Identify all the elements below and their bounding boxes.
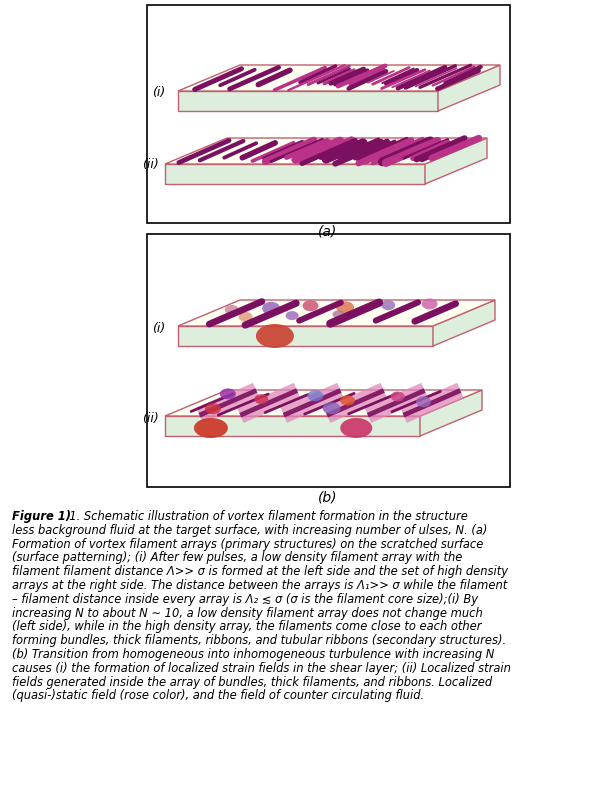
Ellipse shape (262, 302, 280, 315)
Ellipse shape (340, 418, 372, 438)
Text: forming bundles, thick filaments, ribbons, and tubular ribbons (secondary struct: forming bundles, thick filaments, ribbon… (12, 634, 506, 647)
Polygon shape (165, 416, 420, 436)
Polygon shape (438, 65, 500, 111)
Text: filament filament distance Λ>> σ is formed at the left side and the set of high : filament filament distance Λ>> σ is form… (12, 565, 508, 578)
Ellipse shape (285, 311, 298, 320)
Ellipse shape (336, 301, 354, 313)
Text: Formation of vortex filament arrays (primary structures) on the scratched surfac: Formation of vortex filament arrays (pri… (12, 538, 483, 551)
Ellipse shape (381, 300, 395, 310)
Text: (a): (a) (319, 224, 338, 238)
Text: (ii): (ii) (142, 412, 159, 425)
Text: (ii): (ii) (142, 158, 159, 171)
Ellipse shape (256, 324, 294, 348)
Text: Figure 1): Figure 1) (12, 510, 71, 523)
Text: arrays at the right side. The distance between the arrays is Λ₁>> σ while the fi: arrays at the right side. The distance b… (12, 579, 507, 592)
Polygon shape (165, 390, 482, 416)
Text: – filament distance inside every array is Λ₂ ≲ σ (σ is the filament core size);(: – filament distance inside every array i… (12, 593, 478, 606)
Polygon shape (178, 65, 500, 91)
Text: (b) Transition from homogeneous into inhomogeneous turbulence with increasing N: (b) Transition from homogeneous into inh… (12, 648, 494, 661)
Ellipse shape (333, 311, 344, 318)
Text: (i): (i) (152, 86, 165, 99)
Text: less background fluid at the target surface, with increasing number of ulses, N.: less background fluid at the target surf… (12, 523, 487, 537)
Polygon shape (165, 138, 487, 164)
Ellipse shape (391, 392, 405, 401)
Ellipse shape (422, 299, 438, 309)
Text: (i): (i) (152, 321, 165, 334)
Bar (147, 5, 510, 223)
Polygon shape (178, 91, 438, 111)
Text: (left side), while in the high density array, the filaments come close to each o: (left side), while in the high density a… (12, 621, 482, 633)
Ellipse shape (255, 394, 268, 404)
Polygon shape (425, 138, 487, 184)
Ellipse shape (194, 418, 228, 438)
Text: 1. Schematic illustration of vortex filament formation in the structure: 1. Schematic illustration of vortex fila… (62, 510, 468, 523)
Ellipse shape (340, 396, 355, 405)
Text: causes (i) the formation of localized strain fields in the shear layer; (ii) Loc: causes (i) the formation of localized st… (12, 662, 511, 675)
Text: fields generated inside the array of bundles, thick filaments, and ribbons. Loca: fields generated inside the array of bun… (12, 676, 492, 688)
Polygon shape (433, 300, 495, 346)
Ellipse shape (205, 403, 221, 414)
Text: (quasi-)static field (rose color), and the field of counter circulating fluid.: (quasi-)static field (rose color), and t… (12, 689, 424, 702)
Text: (surface patterning); (i) After few pulses, a low density filament array with th: (surface patterning); (i) After few puls… (12, 552, 462, 565)
Polygon shape (178, 326, 433, 346)
Text: increasing N to about N ∼ 10, a low density filament array does not change much: increasing N to about N ∼ 10, a low dens… (12, 607, 483, 620)
Ellipse shape (322, 402, 341, 414)
Ellipse shape (220, 388, 236, 400)
Polygon shape (178, 300, 495, 326)
Ellipse shape (303, 300, 319, 311)
Ellipse shape (239, 312, 253, 322)
Text: (b): (b) (318, 490, 338, 504)
Bar (147, 234, 510, 487)
Ellipse shape (308, 390, 323, 401)
Ellipse shape (416, 396, 431, 407)
Polygon shape (420, 390, 482, 436)
Ellipse shape (224, 305, 239, 315)
Polygon shape (165, 164, 425, 184)
